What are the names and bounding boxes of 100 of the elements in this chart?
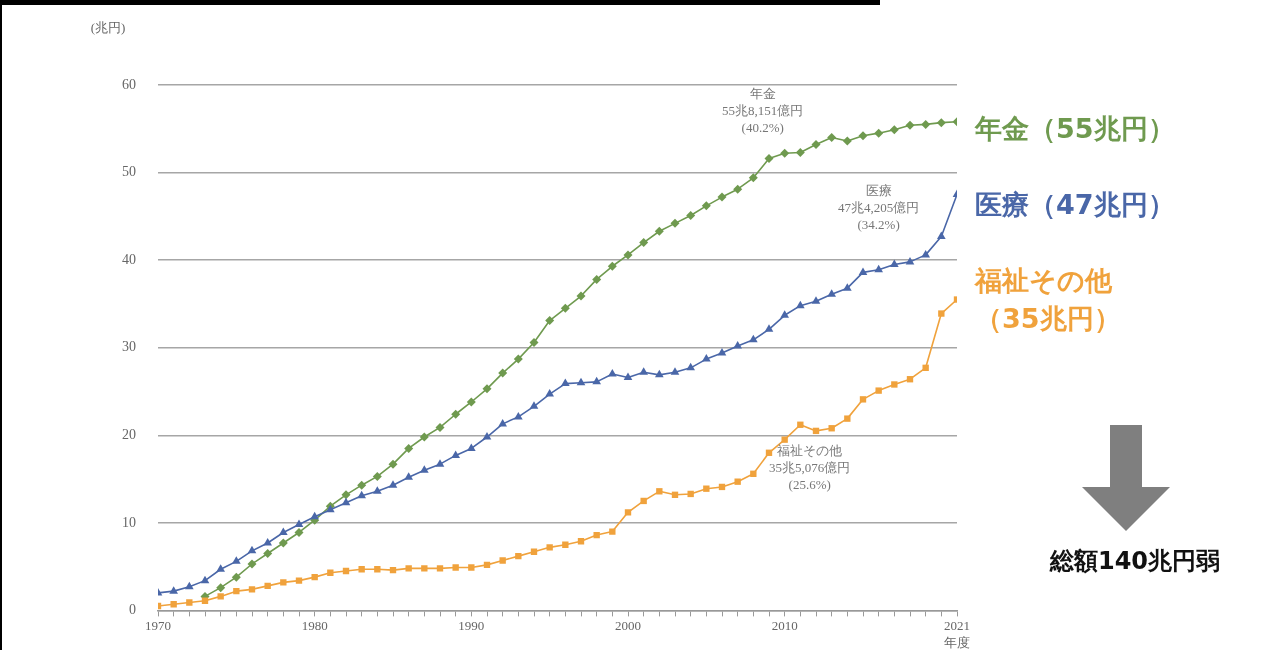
point (670, 367, 680, 375)
point (639, 238, 649, 248)
point (859, 396, 867, 403)
point (341, 497, 351, 506)
point (231, 572, 241, 582)
point (874, 128, 884, 138)
point (466, 397, 476, 407)
point (828, 425, 835, 432)
point (404, 472, 413, 480)
point (482, 384, 492, 394)
y-axis-title: (兆円) (90, 20, 126, 35)
point (513, 354, 523, 364)
point (515, 552, 522, 560)
point (405, 565, 412, 572)
point (717, 192, 727, 202)
point (217, 593, 224, 600)
point (576, 291, 586, 301)
point (922, 364, 929, 372)
x-tick-label: 1980 (301, 617, 328, 633)
point (842, 136, 852, 146)
point (844, 415, 851, 422)
y-tick-label: 50 (122, 164, 136, 180)
point (170, 601, 177, 608)
point (200, 575, 210, 584)
point (420, 465, 429, 473)
point (764, 324, 774, 332)
point (482, 432, 492, 440)
point (562, 541, 569, 548)
y-tick-label: 10 (122, 514, 136, 530)
point (858, 131, 868, 141)
point (529, 337, 539, 347)
point (843, 283, 852, 291)
point (216, 564, 225, 572)
point (310, 511, 319, 520)
point (889, 125, 899, 135)
point (436, 565, 444, 572)
point (357, 480, 367, 490)
point (670, 218, 680, 228)
x-tick-label: 2010 (771, 617, 798, 633)
point (545, 316, 555, 326)
point (593, 531, 600, 539)
point (233, 587, 240, 595)
point (576, 377, 586, 386)
point (451, 409, 461, 419)
point (875, 387, 882, 394)
point (592, 376, 601, 385)
annotation: 医療 47兆4,205億円 (34.2%) (838, 182, 920, 232)
point (938, 310, 945, 317)
y-tick-label: 0 (129, 602, 136, 618)
point (654, 226, 664, 236)
point (608, 368, 617, 377)
point (733, 184, 743, 194)
point (795, 147, 805, 157)
point (498, 418, 507, 427)
point (388, 459, 398, 469)
point (827, 133, 837, 143)
point (278, 538, 288, 548)
point (247, 545, 257, 554)
point (499, 557, 506, 564)
point (891, 381, 898, 388)
point (372, 471, 382, 481)
point (279, 527, 288, 535)
point (639, 367, 648, 375)
point (294, 527, 304, 537)
point (498, 368, 508, 378)
point (295, 577, 303, 584)
point (435, 422, 445, 432)
y-tick-label: 40 (122, 251, 136, 267)
point (185, 581, 194, 590)
point (703, 485, 710, 492)
series-label: 年金（55兆円） (975, 112, 1176, 146)
annotation: 福祉その他 35兆5,076億円 (25.6%) (769, 442, 851, 492)
y-tick-label: 60 (122, 76, 136, 92)
point (748, 173, 758, 183)
point (781, 436, 788, 443)
point (905, 256, 915, 265)
point (701, 201, 711, 211)
point (216, 583, 226, 593)
point (545, 389, 554, 397)
x-tick-label: 2021 (944, 617, 970, 633)
point (514, 411, 523, 420)
point (890, 259, 899, 268)
point (592, 274, 602, 284)
x-tick-label: 1970 (145, 617, 171, 633)
point (874, 264, 883, 273)
point (655, 369, 664, 378)
series-label: 福祉その他（35兆円） (975, 264, 1122, 336)
series-label: 医療（47兆円） (975, 188, 1176, 222)
x-axis-title: 年度 (944, 635, 970, 650)
point (248, 586, 256, 593)
point (546, 544, 553, 551)
point (263, 537, 272, 546)
point (327, 569, 334, 576)
point (247, 559, 257, 569)
point (169, 586, 178, 594)
point (373, 486, 382, 494)
point (624, 509, 632, 516)
point (827, 289, 836, 297)
point (764, 154, 774, 164)
point (733, 340, 742, 349)
